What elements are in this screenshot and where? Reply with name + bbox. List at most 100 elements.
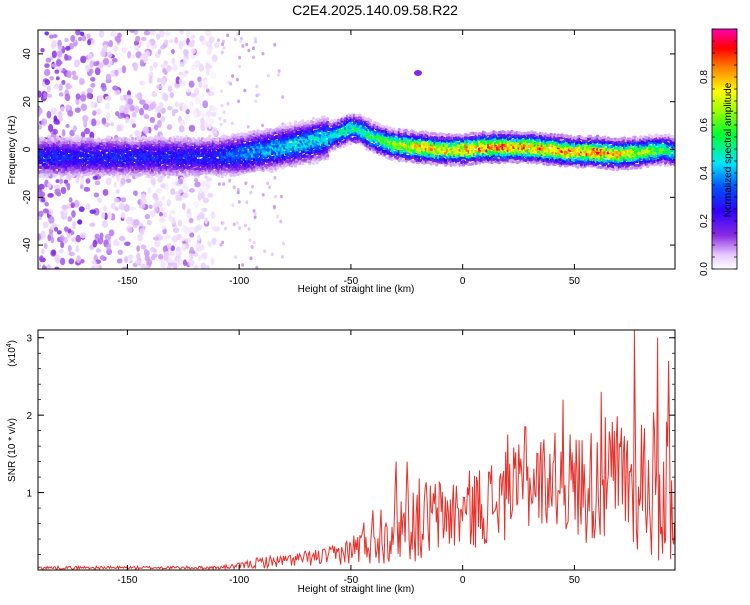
spectrogram-cell [42, 265, 47, 269]
spectrogram-cell [150, 255, 156, 261]
spectrogram-cell [104, 96, 112, 101]
spectrogram-cell [205, 109, 212, 118]
spectrogram-cell [233, 154, 237, 158]
spectrogram-cell [144, 213, 151, 220]
spectrogram-cell [238, 226, 242, 230]
spectrogram-cell [277, 73, 281, 77]
spectrogram-cell [46, 85, 51, 93]
spectrogram-cell [73, 61, 79, 68]
spectrogram-cell [115, 111, 120, 117]
spectrogram-cell [181, 203, 186, 210]
spectrogram-cell [272, 204, 276, 209]
spectrogram-cell [51, 249, 57, 256]
spectrogram-cell [231, 140, 235, 144]
spectrogram-cell [157, 201, 163, 208]
spectrogram-cell [465, 160, 469, 164]
spectrogram-cell [235, 77, 239, 82]
spectrogram-cell [171, 235, 178, 243]
spectrogram-cell [155, 188, 163, 194]
spectrogram-cell [273, 194, 277, 199]
spectrogram-cell [89, 60, 94, 69]
spectrogram-cell [211, 237, 217, 245]
spectrogram-cell [115, 37, 122, 43]
spectrogram-cell [152, 141, 156, 145]
spectrogram-cell [58, 83, 63, 92]
spectrogram-cell [251, 184, 255, 189]
spectrogram-cell [121, 65, 127, 74]
spectrogram-cell [186, 88, 192, 93]
spectrogram-cell [243, 223, 247, 228]
spectrogram-cell [105, 102, 110, 110]
spectrogram-cell [167, 105, 173, 111]
spectrogram-cell [97, 197, 103, 203]
spectrogram-cell [105, 73, 112, 82]
spectrogram-cell [221, 240, 225, 245]
spectrogram-cell [154, 199, 159, 206]
spectrogram-cell [42, 92, 47, 100]
spectrogram-cell [163, 39, 169, 45]
spectrogram-cell [152, 236, 160, 241]
spectrogram-cell [221, 39, 225, 44]
spectrogram-cell [103, 205, 108, 212]
spectrogram-cell [186, 208, 191, 214]
spectrogram-cell [102, 189, 109, 196]
spectrogram-cell [143, 114, 150, 120]
spectrogram-cell [145, 41, 152, 49]
spectrogram-cell [55, 179, 60, 184]
spectrogram-cell [179, 136, 183, 140]
spectrogram-cell [197, 255, 202, 261]
spectrogram-cell [226, 101, 230, 106]
spectrogram-cell [78, 206, 85, 213]
spectrogram-cell [134, 130, 141, 137]
spectrogram-cell [94, 67, 101, 76]
spectrogram-cell [247, 48, 251, 53]
spectrogram-cell [308, 160, 312, 164]
spectrogram-cell [322, 115, 326, 119]
spectrogram-cell [261, 161, 265, 165]
spectrogram-cell [125, 178, 132, 183]
spectrogram-cell [251, 46, 255, 50]
spectrogram-cell [61, 79, 66, 85]
spectrogram-cell [131, 155, 135, 159]
spectrogram-cell [420, 130, 425, 134]
spectrogram-cell [169, 210, 176, 215]
spectrogram-cell [116, 241, 120, 247]
spectrogram-cell [181, 243, 187, 252]
spectrogram-cell [193, 156, 197, 160]
spectrogram-cell [44, 63, 50, 69]
spectrogram-cell [206, 48, 212, 55]
spectrogram-cell [139, 228, 145, 236]
spectrogram-cell [333, 146, 337, 150]
spectrogram-cell [301, 119, 305, 123]
spectrogram-cell [47, 134, 51, 138]
spectrogram-cell [116, 258, 123, 264]
spectrogram-cell [219, 122, 223, 127]
spectrogram-cells [38, 30, 675, 269]
spectrogram-cell [175, 250, 182, 257]
spectrogram-cell [59, 257, 66, 266]
spectrogram-cell [210, 225, 216, 231]
spectrogram-cell [161, 225, 167, 230]
spectrogram-cell [170, 245, 175, 252]
spectrogram-cell [195, 242, 201, 249]
spectrogram-cell [134, 45, 140, 51]
spectrogram-cell [50, 236, 55, 244]
spectrogram-cell [255, 93, 259, 98]
spectrogram-cell [48, 216, 55, 224]
spectrogram-cell [112, 85, 119, 91]
spectrogram-cell [174, 83, 181, 88]
spectrogram-cell [59, 178, 64, 185]
spectrogram-cell [207, 241, 212, 246]
spectrogram-cell [60, 106, 65, 112]
spectrogram-cell [252, 55, 256, 60]
spectrogram-cell [52, 33, 58, 39]
spectrogram-cell [51, 50, 57, 59]
spectrogram-cell [80, 177, 84, 185]
spectrogram-cell [166, 199, 172, 207]
spectrogram-cell [169, 92, 174, 99]
spectrogram-cell [171, 217, 176, 225]
spectrogram-cell [160, 77, 166, 86]
spectrogram-cell [279, 194, 283, 199]
spectrogram-cell [205, 30, 212, 37]
spectrogram-cell [208, 192, 214, 198]
